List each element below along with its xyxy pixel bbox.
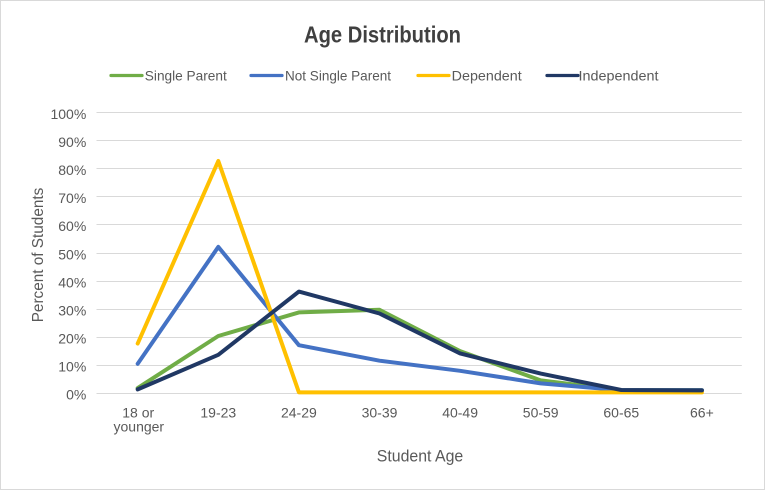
svg-text:60%: 60%: [58, 218, 86, 234]
svg-text:Student Age: Student Age: [377, 447, 464, 465]
svg-text:Independent: Independent: [579, 68, 659, 84]
svg-text:Not Single Parent: Not Single Parent: [285, 68, 391, 84]
svg-text:younger: younger: [114, 419, 165, 435]
svg-text:19-23: 19-23: [200, 404, 236, 420]
svg-text:0%: 0%: [66, 387, 86, 403]
svg-text:Age Distribution: Age Distribution: [304, 21, 461, 47]
svg-text:18 or: 18 or: [122, 404, 154, 420]
svg-text:40%: 40%: [58, 275, 86, 291]
svg-text:Percent of Students: Percent of Students: [30, 188, 47, 323]
svg-text:40-49: 40-49: [442, 404, 478, 420]
svg-text:20%: 20%: [58, 331, 86, 347]
svg-text:24-29: 24-29: [281, 404, 317, 420]
svg-text:50-59: 50-59: [523, 404, 559, 420]
svg-text:Single Parent: Single Parent: [145, 68, 227, 84]
svg-text:70%: 70%: [58, 190, 86, 206]
svg-text:90%: 90%: [58, 134, 86, 150]
svg-text:Dependent: Dependent: [452, 68, 522, 84]
svg-text:80%: 80%: [58, 162, 86, 178]
svg-text:30-39: 30-39: [362, 404, 398, 420]
svg-text:30%: 30%: [58, 303, 86, 319]
svg-text:66+: 66+: [690, 404, 714, 420]
svg-text:100%: 100%: [50, 106, 86, 122]
svg-text:50%: 50%: [58, 247, 86, 263]
svg-text:60-65: 60-65: [603, 404, 639, 420]
svg-text:10%: 10%: [58, 359, 86, 375]
